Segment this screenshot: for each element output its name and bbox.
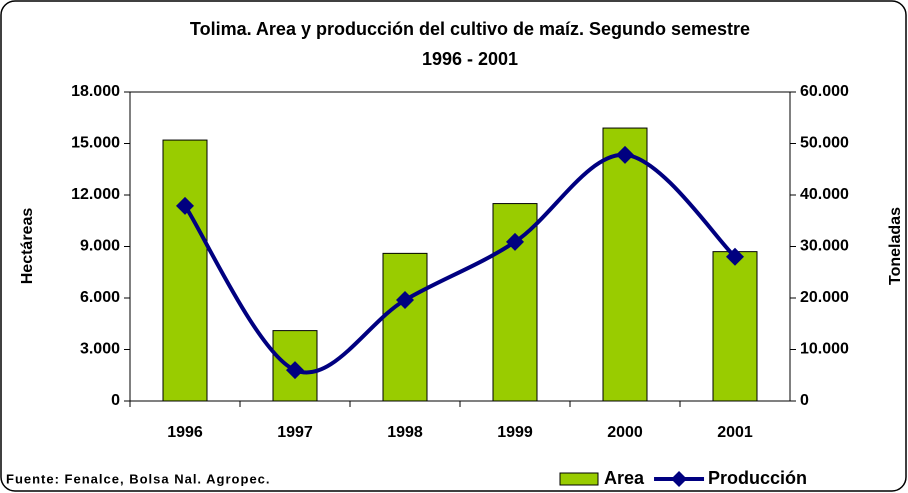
- chart-subtitle: 1996 - 2001: [422, 49, 518, 69]
- x-tick-label: 2001: [717, 424, 753, 441]
- source-note: Fuente: Fenalce, Bolsa Nal. Agropec.: [6, 471, 271, 486]
- y2-tick-label: 0: [800, 392, 809, 409]
- legend-marker: [671, 471, 688, 487]
- y2-tick-label: 20.000: [800, 289, 849, 306]
- y2-axis-label: Toneladas: [887, 207, 904, 285]
- y-axis-label: Hectáreas: [19, 208, 36, 285]
- chart-title: Tolima. Area y producción del cultivo de…: [190, 19, 750, 39]
- y-tick-label: 9.000: [80, 238, 120, 255]
- bar: [712, 251, 758, 402]
- y2-tick-label: 40.000: [800, 186, 849, 203]
- y-tick-label: 6.000: [80, 289, 120, 306]
- y2-tick-label: 50.000: [800, 135, 849, 152]
- line-marker: [616, 145, 634, 164]
- x-tick-label: 1998: [387, 424, 423, 441]
- x-tick-label: 1997: [277, 424, 313, 441]
- y-tick-label: 12.000: [71, 186, 120, 203]
- line-marker: [176, 196, 194, 215]
- line-marker: [726, 247, 744, 266]
- bar: [602, 127, 648, 402]
- legend-swatch: [559, 472, 599, 486]
- legend-label: Area: [604, 468, 645, 488]
- line-marker: [506, 232, 524, 251]
- x-tick-label: 2000: [607, 424, 643, 441]
- y-tick-label: 3.000: [80, 341, 120, 358]
- y2-tick-label: 10.000: [800, 341, 849, 358]
- y2-tick-label: 60.000: [800, 83, 849, 100]
- plot-area: [129, 91, 791, 402]
- line-marker: [286, 361, 304, 380]
- y-tick-label: 15.000: [71, 135, 120, 152]
- y-tick-label: 0: [111, 392, 120, 409]
- x-tick-label: 1996: [167, 424, 203, 441]
- y2-tick-label: 30.000: [800, 238, 849, 255]
- bar: [162, 139, 208, 402]
- x-tick-label: 1999: [497, 424, 533, 441]
- legend-label: Producción: [708, 468, 807, 488]
- y-tick-label: 18.000: [71, 83, 120, 100]
- line: [183, 152, 737, 375]
- line-marker: [396, 291, 414, 310]
- bar: [382, 252, 428, 402]
